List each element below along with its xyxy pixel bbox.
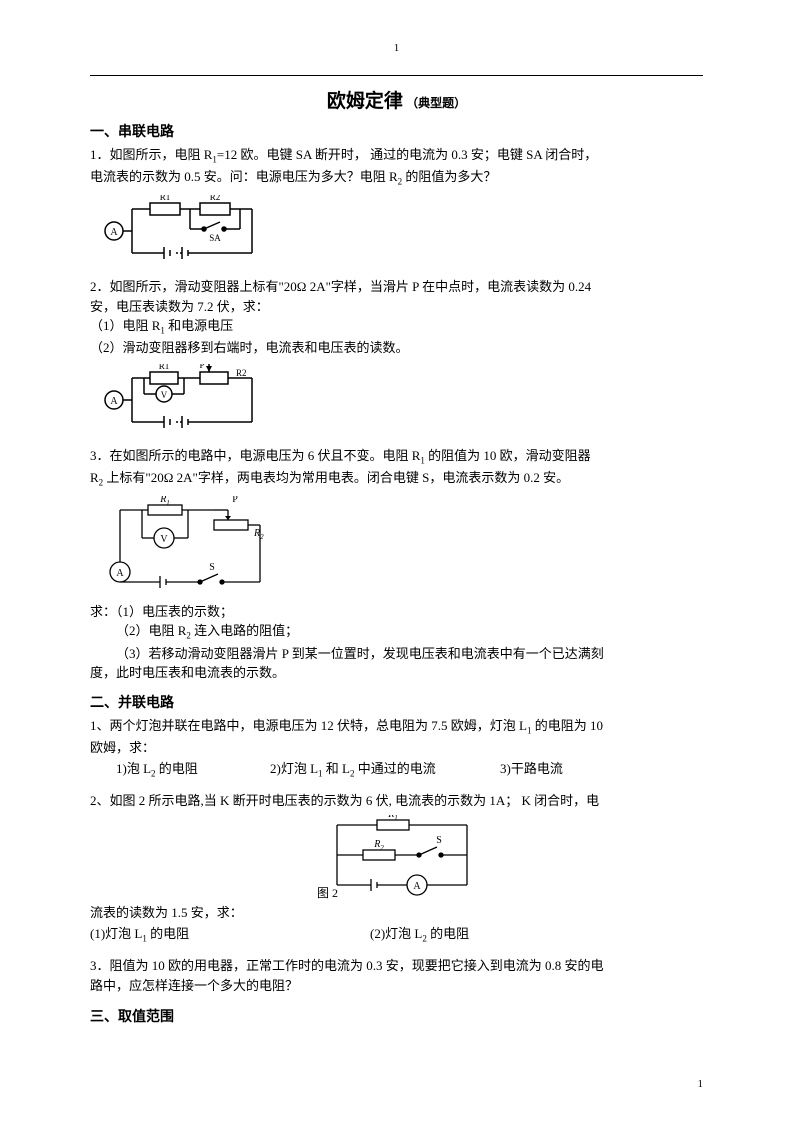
s1q1-l2b: 的阻值为多大？	[402, 169, 496, 184]
switch-label: S	[209, 562, 215, 573]
s2q2p2b: 的电阻	[427, 926, 469, 941]
s1q2-l2: 安，电压表读数为 7.2 伏，求：	[90, 299, 269, 314]
s2q2p1b: 的电阻	[147, 926, 189, 941]
s2q1-l1a: 1、两个灯泡并联在电路中，电源电压为 12 伏特，总电阻为 7.5 欧姆，灯泡 …	[90, 718, 527, 733]
circuit-diagram-2: A V R1 R2 P	[102, 364, 703, 436]
title-sub: （典型题）	[406, 96, 466, 110]
s1q3-sub2a: （2）电阻 R	[116, 623, 186, 638]
p-label: P	[232, 496, 238, 505]
r2-label: R2	[236, 368, 247, 378]
s1q3-l2b: 上标有"20Ω 2A"字样，两电表均为常用电表。闭合电键 S，电流表示数为 0.…	[103, 470, 569, 485]
s2-q2-l1: 2、如图 2 所示电路,当 K 断开时电压表的示数为 6 伏, 电流表的示数为 …	[90, 791, 703, 811]
ammeter-label: A	[110, 227, 118, 238]
s1q2s1b: 和电源电压	[165, 318, 233, 333]
s1q3-l1a: 3．在如图所示的电路中，电源电压为 6 伏且不变。电阻 R	[90, 448, 420, 463]
s1-q2-text: 2．如图所示，滑动变阻器上标有"20Ω 2A"字样，当滑片 P 在中点时，电流表…	[90, 277, 703, 316]
voltmeter-label: V	[161, 390, 168, 400]
s1q1-l1b: =12 欧。电键 SA 断开时， 通过的电流为 0.3 安；电键 SA 闭合时，	[217, 147, 597, 162]
ammeter-label: A	[110, 396, 118, 407]
s2q3-l2: 路中，应怎样连接一个多大的电阻？	[90, 978, 298, 993]
s2q3-l1: 3．阻值为 10 欧的用电器，正常工作时的电流为 0.3 安，现要把它接入到电流…	[90, 958, 604, 973]
r1-label: R1	[387, 815, 398, 822]
section3-heading: 三、取值范围	[90, 1007, 703, 1028]
s2-q1-text: 1、两个灯泡并联在电路中，电源电压为 12 伏特，总电阻为 7.5 欧姆，灯泡 …	[90, 716, 703, 758]
s1q3-sub2b: 连入电路的阻值；	[191, 623, 298, 638]
s2q1-l2: 欧姆，求：	[90, 740, 155, 755]
s2-q2-subparts: (1)灯泡 L1 的电阻 (2)灯泡 L2 的电阻	[90, 924, 703, 946]
section2-heading: 二、并联电路	[90, 693, 703, 714]
s1-q1-text: 1．如图所示，电阻 R1=12 欧。电键 SA 断开时， 通过的电流为 0.3 …	[90, 145, 703, 189]
s2q1p2b: 和 L	[323, 761, 350, 776]
circuit-diagram-4: R1 R2 S A 图 2	[90, 815, 703, 901]
s2q1p1a: 1)泡 L	[116, 761, 151, 776]
s1-q3-text: 3．在如图所示的电路中，电源电压为 6 伏且不变。电阻 R1 的阻值为 10 欧…	[90, 446, 703, 490]
circuit-diagram-3: R1 P R2 V A S	[102, 496, 703, 592]
ammeter-label: A	[413, 881, 421, 892]
s1q3-l1b: 的阻值为 10 欧，滑动变阻器	[425, 448, 591, 463]
r2-label: R2	[253, 528, 264, 541]
s2-q1-subparts: 1)泡 L2 的电阻 2)灯泡 L1 和 L2 中通过的电流 3)干路电流	[90, 759, 703, 781]
voltmeter-label: V	[160, 534, 168, 545]
switch-label: S	[436, 835, 442, 846]
s2q2p1a: (1)灯泡 L	[90, 926, 142, 941]
s2q2p2a: (2)灯泡 L	[370, 926, 422, 941]
r2-label: R2	[210, 195, 221, 202]
s1-q3-subs: 求：（1）电压表的示数； （2）电阻 R2 连入电路的阻值； （3）若移动滑动变…	[90, 602, 703, 683]
p-label: P	[199, 364, 204, 370]
ammeter-label: A	[116, 568, 124, 579]
title-main: 欧姆定律	[327, 91, 403, 112]
top-rule	[90, 75, 703, 76]
page-number-top: 1	[90, 40, 703, 57]
r1-label: R1	[159, 364, 170, 371]
s2-q3: 3．阻值为 10 欧的用电器，正常工作时的电流为 0.3 安，现要把它接入到电流…	[90, 956, 703, 995]
fig2-label: 图 2	[317, 886, 338, 900]
s1q2s1a: （1）电阻 R	[90, 318, 160, 333]
s1q3-l2a: R	[90, 470, 99, 485]
s2q1p2a: 2)灯泡 L	[270, 761, 318, 776]
s1q2-l1: 2．如图所示，滑动变阻器上标有"20Ω 2A"字样，当滑片 P 在中点时，电流表…	[90, 279, 591, 294]
s1q3-sub1: 求：（1）电压表的示数；	[90, 604, 233, 619]
s2q1-l1b: 的电阻为 10	[531, 718, 603, 733]
s1q3-sub3b: 度，此时电压表和电流表的示数。	[90, 665, 285, 680]
s1-q2-sub1: （1）电阻 R1 和电源电压	[90, 316, 703, 338]
section1-heading: 一、串联电路	[90, 122, 703, 143]
s1q1-l1a: 1．如图所示，电阻 R	[90, 147, 212, 162]
s2-q2-l2: 流表的读数为 1.5 安，求：	[90, 903, 703, 923]
s2q1p3: 3)干路电流	[500, 759, 563, 781]
s2q1p2c: 中通过的电流	[354, 761, 435, 776]
sa-label: SA	[209, 233, 221, 243]
r1-label: R1	[160, 195, 171, 202]
page-number-bottom: 1	[698, 1076, 704, 1093]
s2q1p1b: 的电阻	[156, 761, 198, 776]
title-line: 欧姆定律 （典型题）	[90, 88, 703, 117]
s1q1-l2a: 电流表的示数为 0.5 安。问：电源电压为多大？电阻 R	[90, 169, 398, 184]
s1q3-sub3: （3）若移动滑动变阻器滑片 P 到某一位置时，发现电压表和电流表中有一个已达满刻	[116, 646, 604, 661]
circuit-diagram-1: A R1 R2 SA	[102, 195, 703, 267]
s1-q2-sub2: （2）滑动变阻器移到右端时，电流表和电压表的读数。	[90, 338, 703, 358]
